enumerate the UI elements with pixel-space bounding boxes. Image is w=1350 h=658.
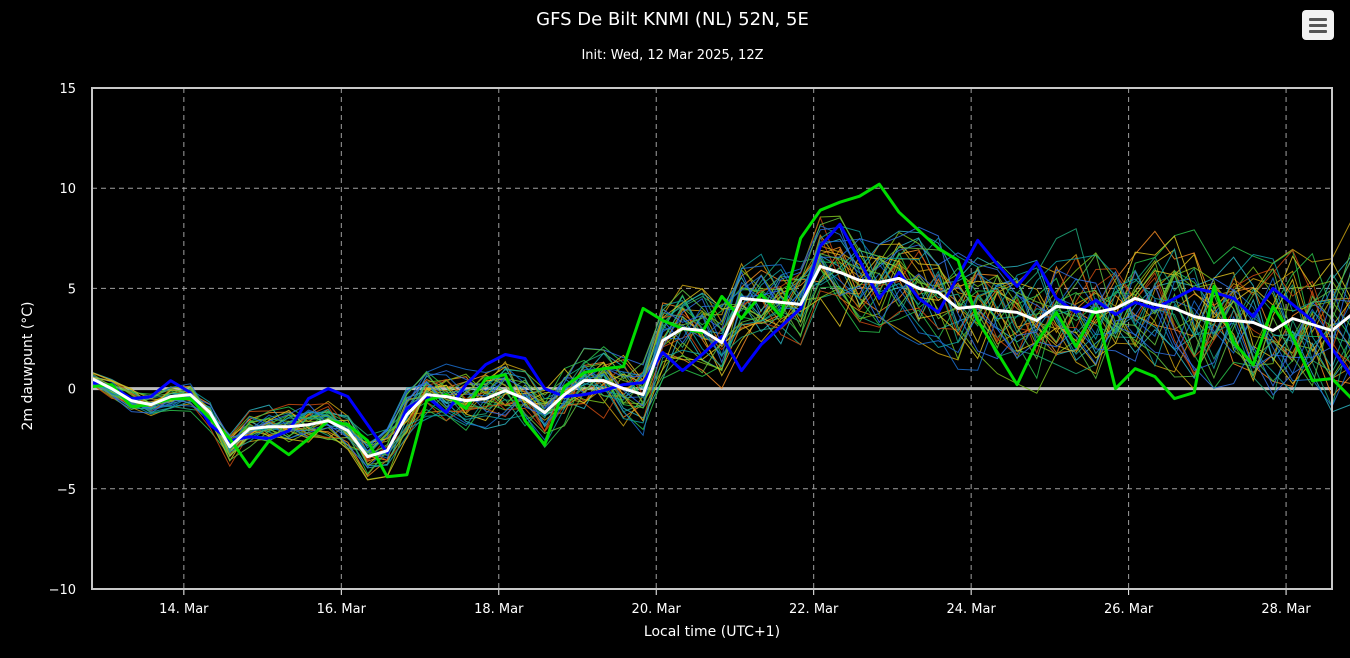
x-tick-label: 24. Mar <box>946 602 996 617</box>
white-mean-line <box>91 264 1350 459</box>
ensemble-member-line <box>91 251 1350 475</box>
ensemble-member-line <box>91 235 1350 463</box>
x-tick-label: 22. Mar <box>789 602 839 617</box>
x-tick-label: 28. Mar <box>1261 602 1311 617</box>
grid-layer <box>92 87 1332 590</box>
ensemble-member-line <box>91 252 1350 457</box>
y-axis-label: 2m dauwpunt (°C) <box>20 301 36 431</box>
chart-subtitle: Init: Wed, 12 Mar 2025, 12Z <box>581 48 764 63</box>
y-tick-label: 5 <box>68 282 76 297</box>
y-axis-label-wrap: 2m dauwpunt (°C) <box>16 270 40 470</box>
axis-layer: 15 10 5 0 −5 −10 14. Mar 16. Mar 18. Mar 20. Mar 2… <box>49 82 1333 617</box>
plot-frame <box>91 87 1333 590</box>
x-tick-label: 26. Mar <box>1104 602 1154 617</box>
green-control-line <box>91 182 1350 479</box>
y-tick-label: 0 <box>68 383 76 398</box>
ensemble-member-line <box>91 252 1350 454</box>
x-axis-label: Local time (UTC+1) <box>643 624 781 640</box>
ensemble-member-line <box>91 226 1350 447</box>
blue-operational-line <box>91 222 1350 455</box>
ensemble-member-line <box>91 225 1350 467</box>
ensemble-member-line <box>91 264 1350 459</box>
ensemble-member-line <box>91 222 1350 476</box>
ensemble-member-line <box>91 253 1350 466</box>
x-tick-label: 20. Mar <box>632 602 682 617</box>
x-tick-label: 18. Mar <box>474 602 524 617</box>
x-tick-label: 14. Mar <box>159 602 209 617</box>
hamburger-menu-icon[interactable] <box>1302 10 1334 40</box>
ensemble-member-line <box>91 215 1350 481</box>
ensemble-member-line <box>91 256 1350 457</box>
chart-title: GFS De Bilt KNMI (NL) 52N, 5E <box>536 9 809 30</box>
y-tick-label: 10 <box>59 182 76 197</box>
y-tick-label: −10 <box>49 583 76 598</box>
ensemble-layer <box>91 215 1350 481</box>
x-tick-label: 16. Mar <box>317 602 367 617</box>
y-tick-label: −5 <box>57 483 76 498</box>
ensemble-member-line <box>91 247 1350 457</box>
y-tick-label: 15 <box>59 82 76 97</box>
series-layer <box>91 182 1350 479</box>
